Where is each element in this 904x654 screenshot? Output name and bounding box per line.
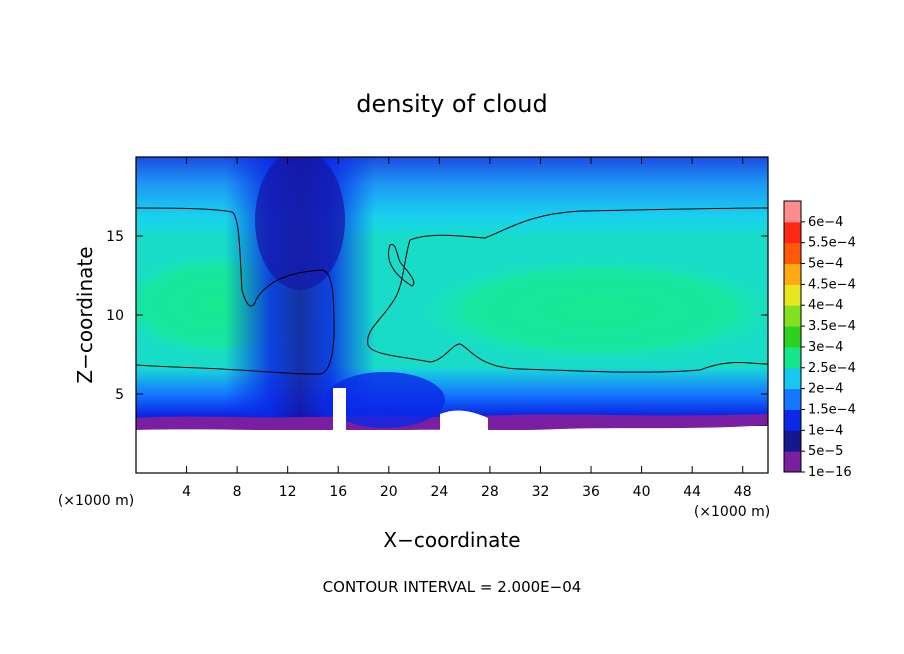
colorbar-label: 1.5e−4 [808,402,856,417]
y-axis-label: Z−coordinate [73,246,97,383]
y-axis-ticks: 5 10 15 [106,229,768,403]
x-tick-label: 20 [380,484,398,500]
colorbar-label: 5.5e−4 [808,236,856,251]
field-notch [333,388,346,432]
colorbar-label: 5e−5 [808,444,843,459]
colorbar-label: 5e−4 [808,257,843,272]
colorbar-label: 4e−4 [808,298,843,313]
field-ground-mask [136,430,768,473]
colorbar-swatch [784,201,801,223]
colorbar-label: 3e−4 [808,340,843,355]
contour-upper-left [136,207,335,375]
x-axis-ticks: 4 8 12 16 20 24 28 32 36 40 44 48 [182,157,752,500]
field-gap [440,410,488,434]
field-dark-plume [255,157,345,290]
y-axis-unit: (×1000 m) [58,493,134,509]
colorbar-swatch [784,284,801,306]
colorbar: 1e−16 5e−5 1e−4 1.5e−4 2e−4 2.5e−4 3e−4 3.5e−4 4… [783,200,856,480]
x-tick-label: 28 [481,484,499,500]
plot-area [136,157,768,473]
colorbar-swatch [784,305,801,327]
x-tick-label: 8 [233,484,242,500]
x-axis-unit: (×1000 m) [694,504,770,520]
colorbar-swatch [784,221,801,244]
colorbar-label: 4.5e−4 [808,277,856,292]
field-right-core [410,255,768,365]
colorbar-label: 2.5e−4 [808,361,856,376]
colorbar-swatch [784,430,801,452]
colorbar-label: 2e−4 [808,382,843,397]
colorbar-swatch [784,326,801,348]
colorbar-frame [783,200,802,473]
colorbar-label: 1e−4 [808,423,843,438]
colorbar-swatch [784,388,801,410]
x-tick-label: 4 [182,484,191,500]
y-tick-label: 10 [106,308,124,324]
y-tick-label: 5 [115,387,124,403]
colorbar-swatch [784,263,801,285]
colorbar-label: 1e−16 [808,465,852,480]
y-tick-label: 15 [106,229,124,245]
x-tick-label: 32 [532,484,550,500]
x-tick-label: 48 [734,484,752,500]
x-tick-label: 24 [430,484,448,500]
chart-title: density of cloud [356,90,547,118]
colorbar-label: 3.5e−4 [808,319,856,334]
colorbar-swatch [784,409,801,431]
contour-tongue [388,243,415,287]
x-tick-label: 44 [683,484,701,500]
colorbar-swatch [784,242,801,265]
x-tick-label: 16 [329,484,347,500]
field-dome [325,372,445,428]
contour-upper-right [367,207,768,373]
x-tick-label: 40 [633,484,651,500]
x-axis-label: X−coordinate [383,528,520,552]
contour-interval-note: CONTOUR INTERVAL = 2.000E−04 [323,578,582,596]
colorbar-swatch [784,451,801,473]
x-tick-label: 12 [279,484,297,500]
colorbar-swatch [784,367,801,390]
colorbar-label: 6e−4 [808,215,843,230]
x-tick-label: 36 [582,484,600,500]
colorbar-swatch [784,346,801,369]
